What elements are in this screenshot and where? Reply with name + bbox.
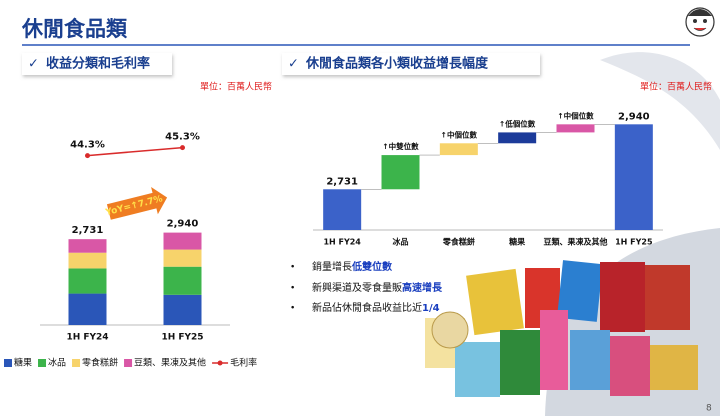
section-title: 休閒食品類各小類收益增長幅度 — [305, 56, 489, 72]
unit-label: 單位：百萬人民幣 — [640, 81, 712, 93]
annotation-arrow — [106, 187, 168, 220]
bullet-highlight: 1/4 — [422, 303, 440, 314]
x-tick-label: 1H FY25 — [161, 333, 203, 343]
legend-label: 豆類、果凍及其他 — [134, 357, 206, 369]
page-number: 8 — [706, 404, 712, 414]
bar-segment — [163, 232, 202, 250]
total-label: 2,731 — [72, 225, 104, 236]
bar — [323, 189, 362, 230]
line — [87, 146, 183, 157]
bar-segment — [68, 268, 107, 294]
bullet: 新品佔休閒食品收益比近1/4 — [312, 301, 440, 314]
x-tick-label: 1H FY24 — [66, 333, 108, 343]
bullet: 新興渠道及零食量販高速增長 — [312, 281, 443, 294]
x-tick-label: 零食糕餅 — [442, 237, 475, 247]
x-tick-label: 糖果 — [509, 237, 525, 247]
background-shape — [600, 52, 720, 151]
data-label: 45.3% — [165, 132, 200, 143]
legend-marker — [217, 360, 223, 366]
legend-swatch — [124, 359, 133, 367]
page-title: 休閒食品類 — [21, 17, 128, 41]
bullet-dot: • — [290, 304, 295, 314]
section-box — [282, 53, 540, 75]
bullet-highlight: 低雙位數 — [351, 260, 392, 273]
check-icon: ✓ — [28, 57, 39, 72]
section-title: 收益分類和毛利率 — [46, 56, 150, 72]
x-tick-label: 冰品 — [393, 237, 409, 247]
bar-segment — [68, 252, 107, 269]
legend-label: 冰品 — [48, 357, 66, 369]
legend-label: 毛利率 — [230, 357, 257, 369]
data-label: ↑中雙位數 — [382, 141, 419, 151]
legend-swatch — [4, 359, 12, 367]
legend-swatch — [38, 359, 47, 367]
legend-swatch — [72, 359, 81, 367]
legend-label: 零食糕餅 — [82, 357, 118, 369]
x-tick-label: 豆類、果凍及其他 — [544, 237, 608, 247]
bullet: 銷量增長低雙位數 — [312, 260, 392, 273]
bar-segment — [163, 294, 202, 325]
legend-label: 糖果 — [14, 357, 32, 369]
bar-segment — [163, 249, 202, 267]
x-tick-label: 1H FY25 — [615, 238, 653, 247]
x-tick-label: 1H FY24 — [323, 238, 361, 247]
bar — [498, 132, 537, 144]
bullet-text: 銷量增長 — [312, 260, 352, 273]
data-label: ↑低個位數 — [499, 118, 536, 128]
data-label: 2,731 — [326, 176, 358, 187]
bullet-dot: • — [290, 263, 295, 273]
data-label: ↑中個位數 — [441, 129, 478, 139]
bar — [439, 143, 478, 156]
section-box — [22, 53, 172, 75]
bar-segment — [68, 239, 107, 253]
total-label: 2,940 — [167, 219, 199, 230]
check-icon: ✓ — [288, 57, 299, 72]
line-point — [85, 153, 90, 159]
data-label: ↑中個位數 — [557, 110, 594, 120]
unit-label: 單位：百萬人民幣 — [200, 81, 272, 93]
bullet-dot: • — [290, 284, 295, 294]
data-label: 44.3% — [70, 140, 105, 151]
bullet-text: 新興渠道及零食量販 — [312, 281, 402, 294]
bar — [556, 124, 595, 133]
yoy-annotation: YoY=↑7.7% — [104, 187, 168, 220]
bar — [381, 155, 420, 190]
product-image — [425, 260, 698, 397]
bar — [614, 124, 653, 230]
bar-segment — [163, 266, 202, 295]
logo — [685, 7, 715, 37]
line-point — [180, 145, 185, 151]
bullet-list: • 銷量增長低雙位數 • 新興渠道及零食量販高速增長 • 新品佔休閒食品收益比近… — [290, 260, 443, 314]
bullet-highlight: 高速增長 — [402, 281, 443, 294]
data-label: 2,940 — [618, 111, 650, 122]
bar-segment — [68, 293, 107, 325]
bullet-text: 新品佔休閒食品收益比近 — [312, 301, 422, 314]
